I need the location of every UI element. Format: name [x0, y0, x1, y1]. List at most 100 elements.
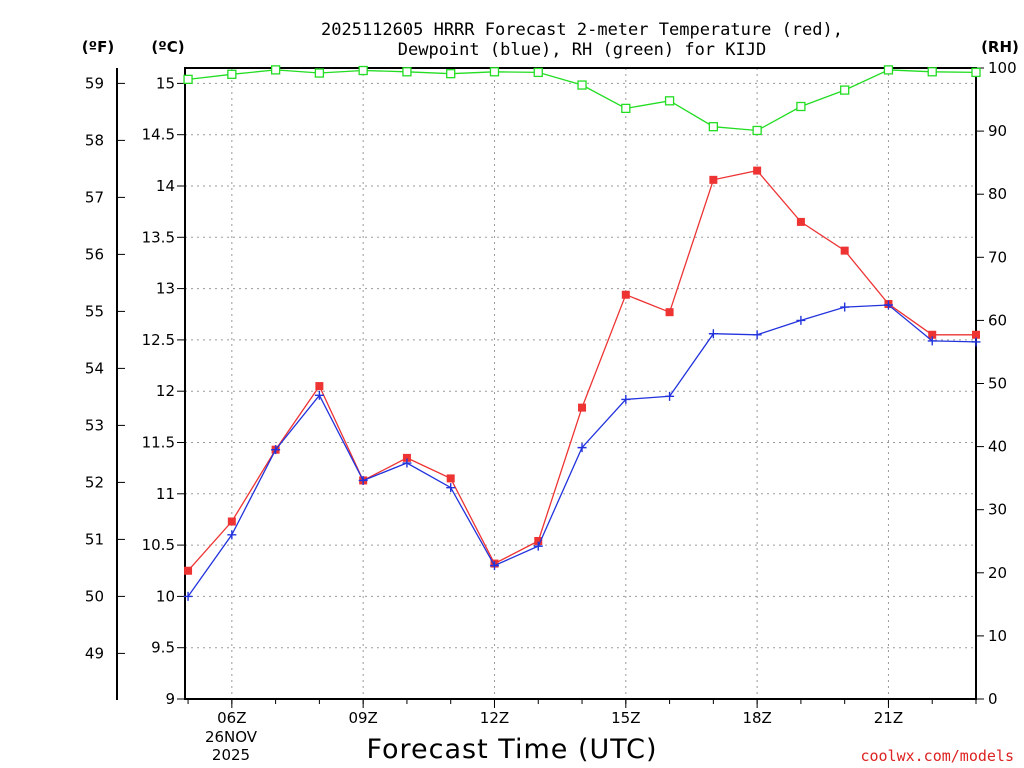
rh-point — [533, 67, 543, 78]
x-axis-label: Forecast Time (UTC) — [366, 734, 657, 765]
dewpoint-point — [446, 483, 456, 493]
dewpoint-point — [183, 591, 193, 601]
temperature-line — [187, 169, 976, 572]
rh-tick-label: 10 — [988, 627, 1007, 645]
rh-line — [188, 69, 977, 132]
hour-tick-label: 18Z — [742, 709, 771, 727]
rh-point — [840, 85, 850, 95]
temperature-point — [578, 403, 587, 412]
dewpoint-point — [796, 315, 806, 325]
dewpoint-point — [971, 337, 981, 347]
rh-point — [358, 65, 368, 76]
fahrenheit-tick-label: 54 — [85, 359, 104, 377]
rh-tick-label: 0 — [988, 690, 998, 708]
rh-point — [577, 80, 587, 90]
temperature-point — [184, 566, 193, 575]
chart-title-line1: 2025112605 HRRR Forecast 2-meter Tempera… — [321, 20, 843, 40]
dewpoint-point — [752, 330, 762, 340]
rh-point — [314, 68, 325, 78]
rh-point — [752, 125, 762, 136]
fahrenheit-tick-label: 56 — [85, 245, 104, 263]
temperature-point — [315, 382, 324, 391]
fahrenheit-tick-label: 51 — [85, 530, 104, 548]
dewpoint-point — [883, 300, 893, 310]
rh-point — [402, 67, 412, 77]
rh-point — [796, 101, 806, 112]
fahrenheit-tick-label: 49 — [85, 644, 104, 662]
rh-tick-label: 90 — [988, 122, 1007, 140]
dewpoint-point — [621, 394, 631, 404]
dewpoint-point — [489, 561, 499, 571]
temperature-point — [402, 453, 411, 462]
celsius-axis: 9 9.5 10 10.5 11 11.5 12 12.5 13 13.5 14 14.5 15 — [142, 74, 185, 708]
rh-point — [708, 122, 719, 132]
dewpoint-point — [840, 302, 850, 312]
dewpoint-point — [314, 390, 324, 400]
series-layer — [183, 65, 981, 601]
dewpoint-point — [533, 541, 543, 551]
dewpoint-point — [271, 445, 281, 455]
gridlines — [185, 68, 976, 699]
temperature-point — [227, 517, 236, 526]
dewpoint-point — [402, 458, 412, 468]
hour-tick-label: 15Z — [611, 709, 640, 727]
rh-tick-label: 30 — [988, 501, 1007, 519]
series-temperature — [184, 166, 980, 575]
celsius-tick-label: 13 — [156, 280, 175, 298]
celsius-tick-label: 10.5 — [142, 536, 175, 554]
temperature-point — [796, 217, 805, 226]
rh-point — [664, 96, 675, 106]
temperature-point — [709, 175, 718, 184]
credit-label: coolwx.com/models — [860, 747, 1014, 765]
temperature-point — [753, 166, 762, 175]
fahrenheit-tick-label: 52 — [85, 473, 104, 491]
rh-tick-label: 80 — [988, 185, 1007, 203]
celsius-tick-label: 14 — [156, 177, 175, 195]
rh-tick-label: 70 — [988, 248, 1007, 266]
rh-axis: 0 10 20 30 40 50 60 70 80 90 100 — [976, 59, 1017, 708]
hour-tick-label: 12Z — [480, 709, 509, 727]
celsius-tick-label: 15 — [156, 74, 175, 92]
fahrenheit-tick-label: 53 — [85, 416, 104, 434]
celsius-tick-label: 14.5 — [142, 126, 175, 144]
temperature-point — [534, 536, 543, 545]
rh-tick-label: 50 — [988, 375, 1007, 393]
fahrenheit-tick-label: 59 — [85, 74, 104, 92]
date-label-line1: 26NOV — [205, 728, 258, 746]
rh-point — [489, 67, 500, 77]
fahrenheit-tick-label: 55 — [85, 302, 104, 320]
plot-frame — [184, 67, 977, 700]
rh-point — [621, 103, 631, 114]
temperature-point — [840, 246, 849, 255]
rh-point — [927, 67, 937, 77]
hour-tick-label: 06Z — [217, 709, 246, 727]
rh-tick-label: 20 — [988, 564, 1007, 582]
fahrenheit-unit-label: (ºF) — [82, 38, 114, 56]
temperature-point — [972, 330, 980, 339]
fahrenheit-tick-label: 50 — [85, 587, 104, 605]
date-label-line2: 2025 — [212, 746, 250, 764]
rh-point — [270, 65, 281, 75]
celsius-tick-label: 10 — [156, 587, 175, 605]
rh-tick-label: 40 — [988, 438, 1007, 456]
celsius-tick-label: 11.5 — [142, 433, 175, 451]
hour-tick-label: 21Z — [874, 709, 903, 727]
celsius-tick-label: 13.5 — [142, 228, 175, 246]
temperature-point — [446, 474, 455, 483]
series-dewpoint — [183, 300, 981, 601]
fahrenheit-tick-label: 58 — [85, 131, 104, 149]
rh-point — [183, 74, 193, 85]
temperature-point — [621, 290, 630, 299]
rh-point — [227, 69, 237, 79]
rh-unit-label: (RH) — [981, 38, 1019, 56]
fahrenheit-axis: 49 50 51 52 53 54 55 56 57 58 59 — [85, 74, 125, 662]
celsius-tick-label: 12.5 — [142, 331, 175, 349]
temperature-point — [928, 330, 937, 339]
dewpoint-point — [358, 475, 368, 485]
rh-tick-label: 100 — [988, 59, 1017, 77]
hour-tick-label: 09Z — [348, 709, 377, 727]
rh-tick-label: 60 — [988, 311, 1007, 329]
celsius-tick-label: 9.5 — [151, 639, 175, 657]
dewpoint-point — [577, 443, 587, 453]
dewpoint-point — [927, 336, 937, 346]
